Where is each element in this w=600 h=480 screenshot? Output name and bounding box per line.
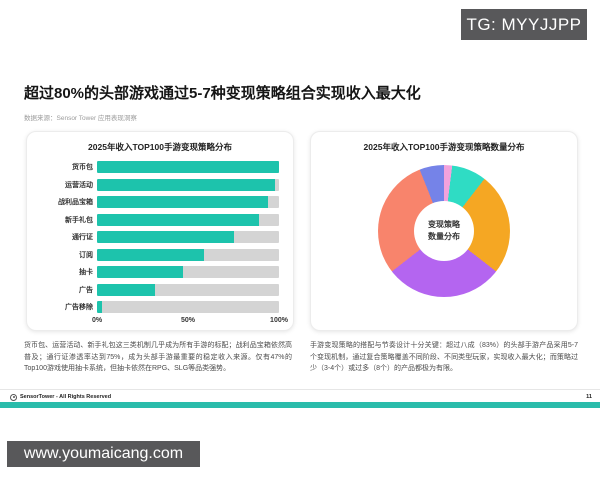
bar-row: 新手礼包: [37, 213, 279, 226]
bar-fill: [97, 196, 269, 208]
bar-label: 战利品宝箱: [58, 199, 93, 206]
page-number: 11: [586, 394, 592, 400]
x-axis-tick: 0%: [91, 317, 103, 324]
bar-row: 广告移除: [37, 301, 279, 313]
bar-track: [97, 196, 279, 208]
donut-wrap: 变现策略 数量分布: [321, 161, 567, 297]
bar-fill: [97, 283, 156, 296]
donut-chart: 变现策略 数量分布: [378, 165, 510, 297]
telegram-watermark-badge: TG: MYYJJPP: [461, 9, 587, 40]
bar-label: 广告: [79, 286, 93, 294]
bar-row: 战利品宝箱: [37, 196, 279, 208]
donut-center-line1: 变现策略: [428, 220, 460, 229]
charts-row: 2025年收入TOP100手游变现策略分布 货币包运营活动战利品宝箱新手礼包通行…: [26, 131, 578, 331]
bar-label: 货币包: [72, 164, 93, 171]
bar-label: 通行证: [72, 234, 93, 241]
bar-row: 通行证: [37, 231, 279, 243]
notes-row: 货币包、运营活动、新手礼包这三类机制几乎成为所有手游的标配；战利品宝箱依然高普及…: [24, 340, 578, 375]
bar-track: [97, 161, 279, 173]
bar-fill: [97, 231, 234, 243]
bar-track: [97, 301, 279, 313]
bar-fill: [97, 178, 276, 191]
page-title: 超过80%的头部游戏通过5-7种变现策略组合实现收入最大化: [24, 85, 421, 102]
bar-row: 货币包: [37, 161, 279, 173]
bar-row: 运营活动: [37, 178, 279, 191]
bar-label: 运营活动: [65, 181, 93, 189]
bar-fill: [97, 248, 205, 261]
website-watermark-badge: www.youmaicang.com: [7, 441, 200, 467]
bar-track: [97, 231, 279, 243]
note-right: 手游变现策略的搭配与节奏设计十分关键：超过八成（83%）的头部手游产品采用5-7…: [310, 342, 578, 373]
bar-fill: [97, 266, 183, 278]
bar-track: [97, 283, 279, 296]
bottom-accent-bar: [0, 402, 600, 408]
bar-row: 抽卡: [37, 266, 279, 278]
bar-track: [97, 178, 279, 191]
bar-chart-rows: 货币包运营活动战利品宝箱新手礼包通行证订阅抽卡广告广告移除: [37, 161, 283, 313]
bar-label: 广告移除: [65, 304, 93, 311]
bar-chart-x-axis: 0% 50% 100%: [92, 317, 288, 327]
bar-fill: [97, 213, 259, 226]
sensortower-logo-icon: [10, 393, 17, 401]
bar-label: 新手礼包: [65, 216, 93, 224]
donut-chart-title: 2025年收入TOP100手游变现策略数量分布: [363, 142, 525, 152]
footer-divider: [0, 389, 600, 390]
data-source-note: 数据来源：Sensor Tower 应用表现洞察: [24, 115, 137, 122]
bar-fill: [97, 301, 103, 313]
bar-chart-card: 2025年收入TOP100手游变现策略分布 货币包运营活动战利品宝箱新手礼包通行…: [26, 131, 294, 331]
bar-row: 广告: [37, 283, 279, 296]
x-axis-tick: 100%: [270, 317, 288, 324]
bar-track: [97, 213, 279, 226]
bar-row: 订阅: [37, 248, 279, 261]
x-axis-tick: 50%: [180, 317, 196, 324]
bar-track: [97, 248, 279, 261]
note-left: 货币包、运营活动、新手礼包这三类机制几乎成为所有手游的标配；战利品宝箱依然高普及…: [24, 342, 292, 373]
bar-label: 订阅: [79, 251, 93, 259]
footer-brand: SensorTower - All Rights Reserved: [20, 394, 112, 400]
footer: SensorTower - All Rights Reserved 11: [10, 392, 592, 402]
bar-chart-title: 2025年收入TOP100手游变现策略分布: [88, 142, 232, 152]
donut-center-label: 变现策略 数量分布: [414, 201, 474, 261]
donut-center-line2: 数量分布: [428, 232, 460, 241]
bar-track: [97, 266, 279, 278]
bar-label: 抽卡: [79, 269, 93, 276]
bar-fill: [97, 161, 279, 173]
donut-chart-card: 2025年收入TOP100手游变现策略数量分布 变现策略 数量分布: [310, 131, 578, 331]
